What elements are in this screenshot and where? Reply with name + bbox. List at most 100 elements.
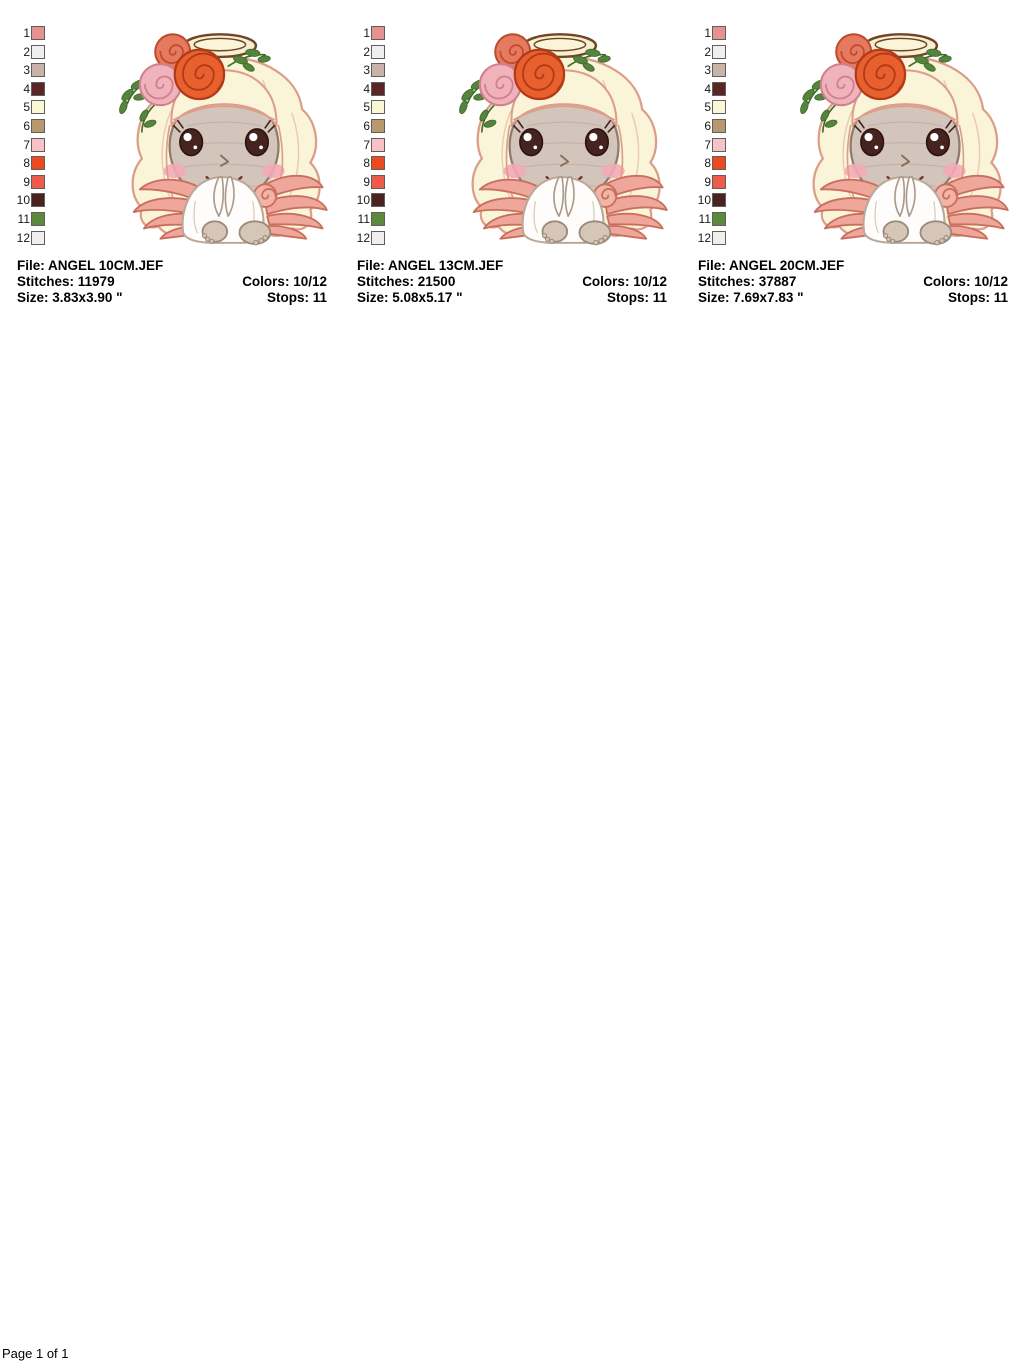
palette-entry: 3 [353, 63, 385, 78]
palette-number: 9 [363, 174, 370, 189]
palette-entry: 4 [694, 81, 726, 96]
palette-swatch [31, 100, 45, 115]
palette-entry: 8 [13, 156, 45, 171]
stitches-label: Stitches: [698, 274, 756, 289]
palette-number: 5 [363, 100, 370, 115]
palette-entry: 11 [694, 211, 726, 226]
stitches-value: 11979 [77, 274, 115, 289]
palette-number: 1 [23, 26, 30, 40]
design-card: 1 2 3 4 5 6 7 8 9 10 11 12 File: ANGEL 13CM.JEF Sti… [340, 0, 681, 315]
palette-entry: 7 [13, 137, 45, 152]
palette-swatch [712, 44, 726, 59]
palette-entry: 9 [13, 174, 45, 189]
stitches-value: 21500 [417, 274, 456, 289]
palette-number: 11 [698, 211, 711, 226]
file-value: ANGEL 10CM.JEF [48, 258, 164, 273]
palette-swatch [712, 156, 726, 171]
palette-number: 7 [23, 137, 30, 152]
palette-number: 4 [363, 81, 370, 96]
palette-swatch [712, 81, 726, 96]
palette-entry: 6 [694, 118, 726, 133]
stops-value: 11 [312, 290, 327, 305]
palette-swatch [31, 118, 45, 133]
thread-color-palette: 1 2 3 4 5 6 7 8 9 10 11 12 [353, 26, 385, 249]
palette-number: 7 [363, 137, 370, 152]
palette-swatch [31, 211, 45, 226]
palette-number: 8 [363, 156, 370, 171]
palette-number: 6 [363, 118, 370, 133]
palette-number: 6 [704, 118, 711, 133]
thread-color-palette: 1 2 3 4 5 6 7 8 9 10 11 12 [694, 26, 726, 249]
palette-swatch [31, 230, 45, 245]
palette-entry: 7 [353, 137, 385, 152]
palette-entry: 12 [694, 230, 726, 245]
stitches-label: Stitches: [357, 274, 415, 289]
palette-swatch [371, 230, 385, 245]
palette-swatch [31, 156, 45, 171]
palette-swatch [712, 63, 726, 78]
palette-entry: 1 [353, 26, 385, 40]
colors-value: 10/12 [293, 274, 327, 289]
design-info: File: ANGEL 20CM.JEF Stitches: 37887 Col… [698, 258, 1008, 306]
palette-entry: 3 [13, 63, 45, 78]
colors-label: Colors: [242, 274, 290, 289]
palette-swatch [31, 137, 45, 152]
colors-value: 10/12 [633, 274, 667, 289]
palette-entry: 5 [694, 100, 726, 115]
palette-entry: 6 [13, 118, 45, 133]
palette-entry: 4 [13, 81, 45, 96]
colors-label: Colors: [582, 274, 630, 289]
angel-artwork [109, 20, 335, 250]
palette-swatch [31, 81, 45, 96]
file-label: File: [698, 258, 726, 273]
palette-entry: 7 [694, 137, 726, 152]
thread-color-palette: 1 2 3 4 5 6 7 8 9 10 11 12 [13, 26, 45, 249]
size-value: 3.83x3.90 " [52, 290, 123, 305]
palette-number: 5 [23, 100, 30, 115]
palette-entry: 11 [13, 211, 45, 226]
palette-entry: 2 [353, 44, 385, 59]
palette-number: 2 [363, 44, 370, 59]
palette-swatch [712, 211, 726, 226]
palette-number: 12 [697, 230, 711, 245]
palette-swatch [371, 211, 385, 226]
palette-swatch [371, 100, 385, 115]
palette-number: 10 [356, 193, 370, 208]
size-label: Size: [698, 290, 730, 305]
palette-entry: 8 [353, 156, 385, 171]
palette-swatch [371, 26, 385, 40]
embroidery-design-preview [109, 20, 335, 250]
palette-entry: 2 [694, 44, 726, 59]
size-value: 5.08x5.17 " [392, 290, 463, 305]
stops-value: 11 [993, 290, 1008, 305]
palette-swatch [712, 26, 726, 40]
palette-number: 12 [16, 230, 30, 245]
stops-label: Stops: [947, 290, 990, 305]
angel-artwork [449, 20, 675, 250]
palette-swatch [371, 118, 385, 133]
palette-number: 2 [23, 44, 30, 59]
palette-entry: 8 [694, 156, 726, 171]
palette-number: 3 [704, 63, 711, 78]
design-card: 1 2 3 4 5 6 7 8 9 10 11 12 File: ANGEL 10CM.JEF Sti… [0, 0, 341, 315]
palette-number: 2 [704, 44, 711, 59]
palette-number: 4 [704, 81, 711, 96]
palette-entry: 9 [694, 174, 726, 189]
file-value: ANGEL 20CM.JEF [729, 258, 845, 273]
embroidery-design-preview [449, 20, 675, 250]
palette-number: 6 [23, 118, 30, 133]
palette-entry: 10 [13, 193, 45, 208]
size-label: Size: [17, 290, 49, 305]
palette-swatch [371, 81, 385, 96]
palette-number: 7 [704, 137, 711, 152]
size-value: 7.69x7.83 " [733, 290, 804, 305]
palette-number: 3 [23, 63, 30, 78]
page-indicator: Page 1 of 1 [2, 1346, 69, 1361]
palette-number: 9 [704, 174, 711, 189]
size-label: Size: [357, 290, 389, 305]
palette-entry: 6 [353, 118, 385, 133]
palette-entry: 1 [694, 26, 726, 40]
palette-number: 10 [16, 193, 30, 208]
palette-swatch [712, 118, 726, 133]
